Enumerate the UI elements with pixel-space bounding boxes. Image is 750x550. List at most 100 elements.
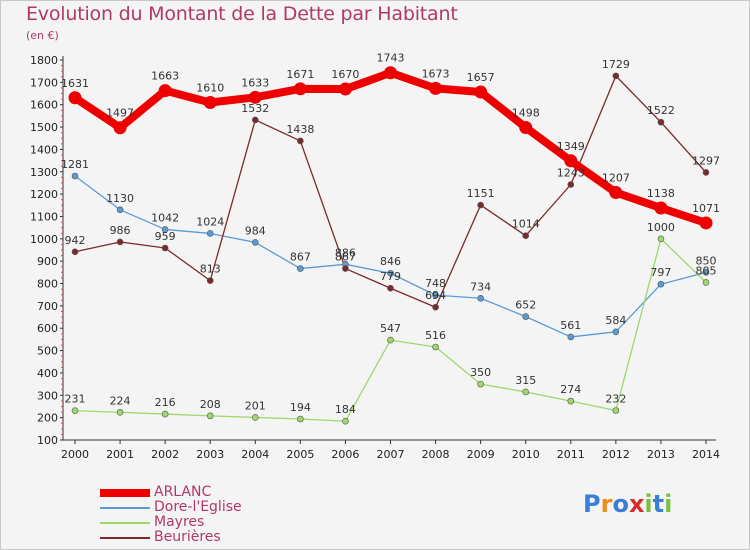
data-label: 1014 bbox=[512, 218, 540, 231]
legend-label: Beurières bbox=[154, 529, 221, 545]
data-label: 231 bbox=[65, 393, 86, 406]
data-point bbox=[342, 417, 349, 425]
data-label: 1610 bbox=[196, 81, 224, 94]
legend-label: Dore-l'Eglise bbox=[154, 499, 242, 515]
data-label: 850 bbox=[696, 254, 717, 267]
data-point bbox=[564, 154, 578, 168]
data-label: 1151 bbox=[467, 187, 495, 200]
data-point bbox=[612, 72, 620, 80]
data-label: 1670 bbox=[331, 68, 359, 81]
y-tick-label: 400 bbox=[37, 367, 58, 380]
data-label: 1631 bbox=[61, 77, 89, 90]
logo-letter: i bbox=[644, 490, 653, 518]
data-point bbox=[699, 216, 713, 230]
x-tick-label: 2008 bbox=[422, 448, 450, 461]
data-label: 201 bbox=[245, 399, 266, 412]
data-label: 1438 bbox=[286, 123, 314, 136]
data-label: 1042 bbox=[151, 211, 179, 224]
data-point bbox=[113, 121, 127, 135]
data-point bbox=[429, 81, 443, 95]
data-label: 1498 bbox=[512, 107, 540, 120]
data-point bbox=[297, 265, 304, 272]
data-label: 1522 bbox=[647, 104, 675, 117]
data-label: 1673 bbox=[422, 67, 450, 80]
data-label: 867 bbox=[290, 251, 311, 264]
data-point bbox=[432, 303, 439, 311]
y-tick-label: 800 bbox=[37, 278, 58, 291]
y-tick-label: 700 bbox=[37, 300, 58, 313]
data-point bbox=[71, 407, 79, 415]
legend-swatch bbox=[100, 521, 150, 524]
data-label: 1633 bbox=[241, 76, 269, 89]
data-label: 986 bbox=[110, 224, 131, 237]
data-point bbox=[654, 201, 668, 215]
y-tick-label: 900 bbox=[37, 255, 58, 268]
data-point bbox=[432, 291, 439, 299]
data-label: 208 bbox=[200, 398, 221, 411]
data-label: 547 bbox=[380, 322, 401, 335]
data-label: 1497 bbox=[106, 107, 134, 120]
x-tick-label: 2014 bbox=[692, 448, 720, 461]
data-point bbox=[251, 116, 259, 124]
data-point bbox=[251, 414, 259, 421]
x-tick-label: 2009 bbox=[467, 448, 495, 461]
data-label: 184 bbox=[335, 403, 356, 416]
data-label: 1071 bbox=[692, 202, 720, 215]
data-point bbox=[657, 235, 665, 243]
data-label: 216 bbox=[155, 396, 176, 409]
data-label: 652 bbox=[515, 299, 536, 312]
data-point bbox=[68, 91, 82, 105]
data-point bbox=[387, 336, 394, 344]
data-label: 1000 bbox=[647, 221, 675, 234]
legend-label: ARLANC bbox=[154, 484, 212, 500]
data-label: 734 bbox=[470, 280, 491, 293]
x-tick-label: 2010 bbox=[512, 448, 540, 461]
data-point bbox=[384, 66, 397, 80]
data-label: 797 bbox=[650, 266, 671, 279]
y-tick-label: 1600 bbox=[30, 99, 58, 112]
data-point bbox=[206, 412, 214, 420]
data-point bbox=[477, 380, 484, 388]
y-tick-label: 1400 bbox=[30, 143, 58, 156]
legend-item: Dore-l'Eglise bbox=[100, 500, 242, 515]
y-tick-label: 1000 bbox=[30, 233, 58, 246]
y-tick-label: 500 bbox=[37, 345, 58, 358]
data-label: 959 bbox=[155, 230, 176, 243]
y-tick-label: 100 bbox=[37, 434, 58, 447]
data-label: 1024 bbox=[196, 215, 224, 228]
data-point bbox=[519, 121, 533, 135]
data-label: 194 bbox=[290, 401, 311, 414]
data-point bbox=[203, 95, 217, 109]
data-label: 516 bbox=[425, 329, 446, 342]
data-label: 1657 bbox=[467, 71, 495, 84]
y-tick-label: 1100 bbox=[30, 210, 58, 223]
data-label: 805 bbox=[696, 264, 717, 277]
data-point bbox=[609, 186, 623, 200]
data-label: 1281 bbox=[61, 158, 89, 171]
data-label: 224 bbox=[110, 394, 131, 407]
data-label: 886 bbox=[335, 246, 356, 259]
data-label: 561 bbox=[560, 319, 581, 332]
legend: ARLANC Dore-l'Eglise Mayres Beurières bbox=[100, 485, 242, 545]
data-label: 584 bbox=[605, 314, 626, 327]
data-point bbox=[297, 415, 304, 423]
legend-swatch bbox=[100, 536, 150, 539]
data-label: 1743 bbox=[377, 52, 405, 65]
data-point bbox=[522, 232, 530, 239]
data-point bbox=[702, 269, 710, 276]
data-label: 1663 bbox=[151, 70, 179, 83]
data-point bbox=[612, 407, 620, 414]
data-point bbox=[161, 244, 169, 252]
data-point bbox=[161, 410, 169, 418]
y-tick-label: 1800 bbox=[30, 54, 58, 67]
data-label: 942 bbox=[65, 234, 86, 247]
data-label: 350 bbox=[470, 366, 491, 379]
data-point bbox=[342, 265, 349, 272]
legend-swatch bbox=[100, 488, 150, 497]
data-point bbox=[702, 169, 710, 176]
x-tick-label: 2002 bbox=[151, 448, 179, 461]
legend-item: ARLANC bbox=[100, 485, 242, 500]
data-label: 1138 bbox=[647, 187, 675, 200]
x-tick-label: 2013 bbox=[647, 448, 675, 461]
y-tick-label: 1300 bbox=[30, 166, 58, 179]
